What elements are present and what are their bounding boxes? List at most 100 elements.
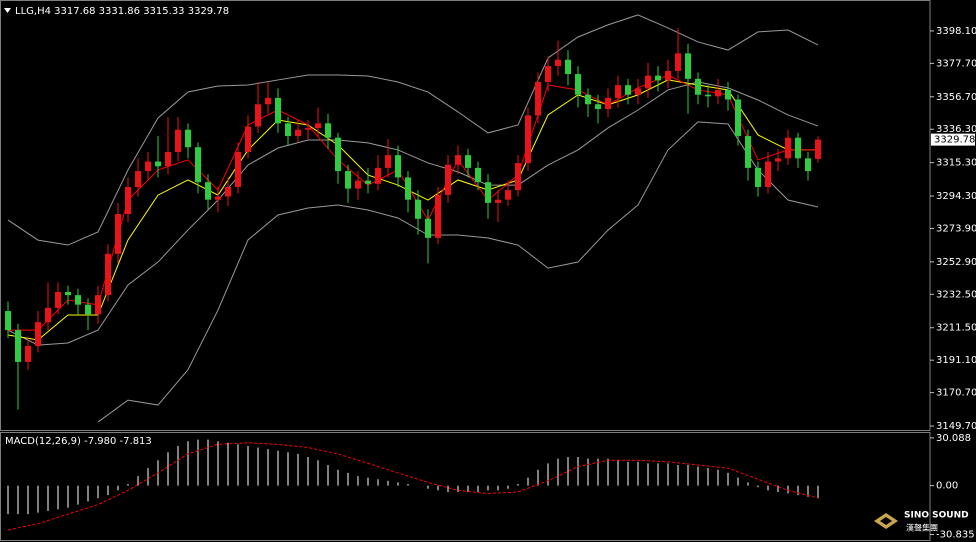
candle-body [315,123,321,129]
candle-body [135,171,141,187]
candle-body [675,53,681,71]
candle-body [765,161,771,187]
candle-body [215,196,221,200]
candle-body [685,53,691,79]
candle-body [35,322,41,347]
candle-body [75,295,81,305]
candle-body [605,97,611,110]
candle-body [505,190,511,200]
logo-subtitle: 漢聲集團 [906,523,938,533]
candle-body [225,186,231,197]
candle-body [575,74,581,95]
candle-body [305,128,311,130]
candle-body [615,85,621,98]
candle-body [715,89,721,97]
y-tick-label: -30.835 [936,530,975,541]
candle-body [795,137,801,159]
menu-arrow[interactable] [4,8,11,13]
y-tick-label: 3336.30 [936,124,976,135]
candle-body [375,167,381,184]
candle-body [65,291,71,296]
candle-body [705,94,711,97]
current-price-tag [931,133,975,146]
price-panel-frame [0,0,931,431]
candle-body [205,182,211,200]
candle-body [425,218,431,238]
candle-body [545,66,551,83]
candle-body [295,129,301,137]
candle-body [625,85,631,95]
y-tick-label: 3232.50 [936,289,976,300]
candle-body [255,104,261,127]
candle-body [735,99,741,137]
indicator-line [7,14,819,246]
candle-body [265,97,271,105]
candle-body [355,180,361,189]
candle-body [725,89,731,100]
candle-body [645,75,651,89]
y-tick-label: 3377.70 [936,58,976,69]
candle-body [105,253,111,296]
y-tick-label: 30.088 [936,433,971,444]
candle-body [145,161,151,172]
candle-body [745,136,751,168]
candle-body [525,115,531,164]
candle-body [395,155,401,178]
candle-body [405,177,411,200]
candle-body [165,151,171,167]
y-tick-label: 3273.90 [936,223,976,234]
candle-body [475,167,481,183]
indicator-line [97,121,819,423]
candle-body [275,97,281,124]
candle-body [435,194,441,238]
candle-body [185,129,191,148]
candle-body [565,59,571,75]
candle-body [115,214,121,254]
candle-body [655,75,661,81]
candle-body [815,139,821,159]
candle-body [245,126,251,152]
candle-body [15,330,21,362]
candle-body [465,155,471,168]
candle-body [195,147,201,183]
candle-body [455,155,461,165]
candle-body [635,88,641,95]
candle-body [385,155,391,168]
y-tick-label: 3315.30 [936,158,976,169]
candle-body [775,158,781,162]
candle-body [755,167,761,187]
macd-title: MACD(12,26,9) -7.980 -7.813 [5,436,152,447]
y-tick-label: 3211.50 [936,323,976,334]
candle-body [125,186,131,215]
indicator-line [7,81,819,346]
candle-body [445,164,451,195]
candle-body [365,180,371,184]
candle-body [5,311,11,331]
candle-body [285,123,291,137]
candle-body [695,78,701,95]
candle-body [95,295,101,315]
y-tick-label: 3149.70 [936,421,976,432]
candle-body [345,171,351,189]
candle-body [45,307,51,323]
candle-body [155,161,161,167]
candle-body [595,104,601,110]
y-tick-label: 3398.10 [936,26,976,37]
y-tick-label: 3170.70 [936,388,976,399]
y-tick-label: 3252.90 [936,257,976,268]
candle-body [555,59,561,67]
candle-body [515,163,521,191]
candle-body [335,137,341,172]
candle-body [805,158,811,172]
candle-body [25,346,31,362]
candle-body [585,94,591,105]
indicator-line [8,74,818,331]
logo-name: SINO SOUND [904,511,969,521]
y-tick-label: 3294.30 [936,191,976,202]
candle-body [175,129,181,152]
candle-body [785,137,791,159]
candle-body [235,151,241,187]
candle-body [535,82,541,116]
